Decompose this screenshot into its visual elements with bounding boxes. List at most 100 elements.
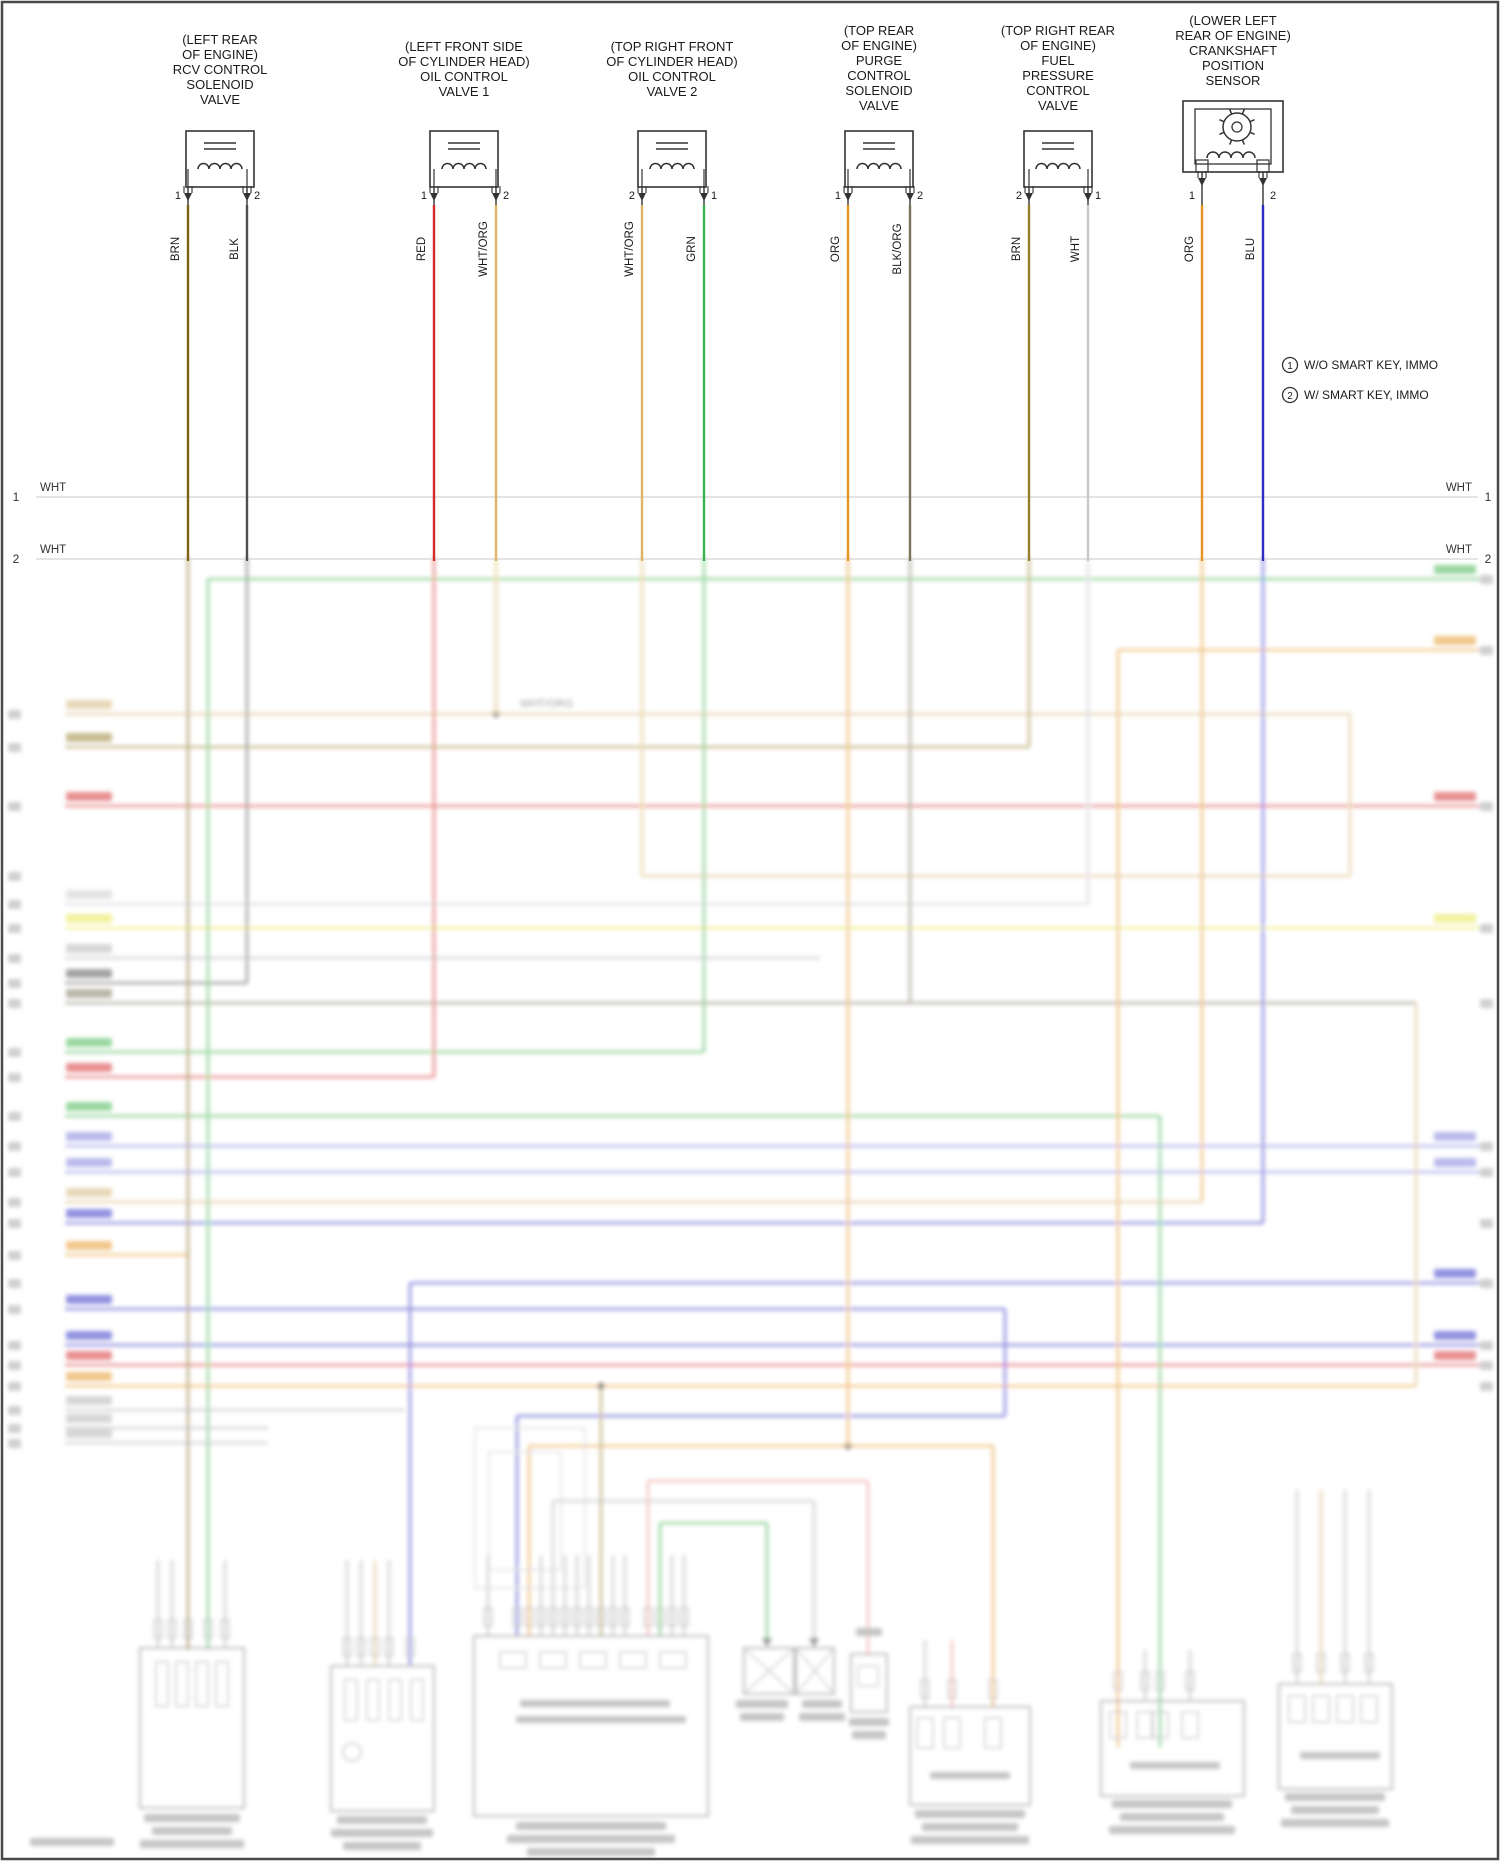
box-inner-text-bar (520, 1700, 670, 1707)
wire-color-label: BLK/ORG (892, 223, 904, 274)
valve-outline (1023, 130, 1093, 188)
connector-pin (596, 1607, 606, 1627)
component-name-line: CRANKSHAFT (1189, 43, 1277, 58)
component-name-line: (LEFT REAR (182, 32, 258, 47)
connector-box (139, 1647, 245, 1809)
box-slot (619, 1651, 647, 1669)
left-wire-label-bar (66, 1038, 112, 1047)
wire-color-label: GRN (686, 236, 698, 262)
coil-symbol (1206, 151, 1256, 159)
coil-symbol (197, 162, 243, 170)
legend: 1 W/O SMART KEY, IMMO 2 W/ SMART KEY, IMMO (1281, 356, 1438, 404)
gear-tooth (1219, 119, 1225, 123)
sensor-inner (1194, 108, 1272, 165)
connector-pin (1185, 1671, 1195, 1691)
left-index-mark (8, 1439, 21, 1448)
connector-pin (584, 1607, 594, 1627)
box-slot (155, 1661, 169, 1707)
left-wire-label-bar (66, 1396, 112, 1405)
wire-color-label: BRN (170, 237, 182, 261)
left-wire-label-bar (66, 733, 112, 742)
right-index-mark (1480, 802, 1493, 811)
component-name-line: OF CYLINDER HEAD) (606, 54, 737, 69)
component-name-line: VALVE (859, 98, 899, 113)
left-index-mark (8, 954, 21, 963)
connector-pin (342, 1637, 352, 1657)
gear-tooth (1219, 131, 1225, 135)
component-name-line: SENSOR (1206, 73, 1261, 88)
blurred-caption-bar (140, 1840, 244, 1848)
pin-number: 2 (1016, 190, 1022, 202)
legend-circle-2 (1281, 386, 1299, 404)
component-name-line: VALVE (1038, 98, 1078, 113)
left-wire-label-bar (66, 1102, 112, 1111)
bus-row-number-left: 1 (13, 490, 20, 504)
connector-box (795, 1647, 835, 1695)
connector-pin (655, 1607, 665, 1627)
bus-right-label: WHT (1446, 482, 1472, 494)
box-slot (388, 1679, 402, 1721)
coil-symbol (856, 162, 902, 170)
gear-tooth (1249, 119, 1255, 123)
left-wire-label-bar (66, 792, 112, 801)
connector-pin (483, 1607, 493, 1627)
box-slot (1181, 1711, 1199, 1739)
box-slot (410, 1679, 424, 1721)
left-index-mark (8, 1424, 21, 1433)
blurred-caption-bar (1109, 1826, 1235, 1834)
connector-box (473, 1635, 709, 1817)
box-slot (344, 1679, 358, 1721)
box-slot (984, 1717, 1002, 1749)
left-index-mark (8, 979, 21, 988)
bus-right-label: WHT (1446, 544, 1472, 556)
blurred-caption-bar (740, 1713, 784, 1721)
component-name-line: OIL CONTROL (420, 69, 508, 84)
connector-box (743, 1647, 795, 1695)
connector-pin (548, 1607, 558, 1627)
sensor-terminal (1195, 159, 1209, 173)
wire-color-label: WHT (1070, 236, 1082, 262)
pin-number: 1 (835, 190, 841, 202)
coil-symbol (1035, 162, 1081, 170)
component-name-line: RCV CONTROL (173, 62, 268, 77)
connector-pin (920, 1679, 930, 1699)
valve-outline (185, 130, 255, 188)
blurred-caption-bar (915, 1810, 1025, 1818)
connector-pin (1340, 1653, 1350, 1673)
pin-number: 1 (711, 190, 717, 202)
box-slot (916, 1717, 934, 1749)
coil-symbol (441, 162, 487, 170)
blurred-caption-bar (856, 1628, 882, 1636)
connector-pin (679, 1607, 689, 1627)
left-index-mark (8, 1341, 21, 1350)
component-name-line: (LEFT FRONT SIDE (405, 39, 523, 54)
component-name-line: (TOP REAR (844, 23, 914, 38)
box-slot (1109, 1711, 1127, 1739)
left-wire-label-bar (66, 1351, 112, 1360)
connector-pin (1292, 1653, 1302, 1673)
left-wire-label-bar (66, 890, 112, 899)
connector-pin (560, 1607, 570, 1627)
connector-pin (153, 1619, 163, 1639)
right-wire-label-bar (1434, 1132, 1476, 1141)
right-index-mark (1480, 999, 1493, 1008)
connector-pin (220, 1619, 230, 1639)
wire-color-label: RED (416, 237, 428, 261)
left-index-mark (8, 1305, 21, 1314)
left-wire-label-bar (66, 1188, 112, 1197)
left-index-mark (8, 872, 21, 881)
valve-outline (844, 130, 914, 188)
blurred-caption-bar (144, 1814, 240, 1822)
box-inner-text-bar (1300, 1752, 1380, 1759)
pin-number: 2 (1270, 190, 1276, 202)
right-index-mark (1480, 1382, 1493, 1391)
pin-number: 2 (917, 190, 923, 202)
connector-box (1100, 1700, 1245, 1797)
right-wire-label-bar (1434, 1269, 1476, 1278)
left-index-mark (8, 1251, 21, 1260)
